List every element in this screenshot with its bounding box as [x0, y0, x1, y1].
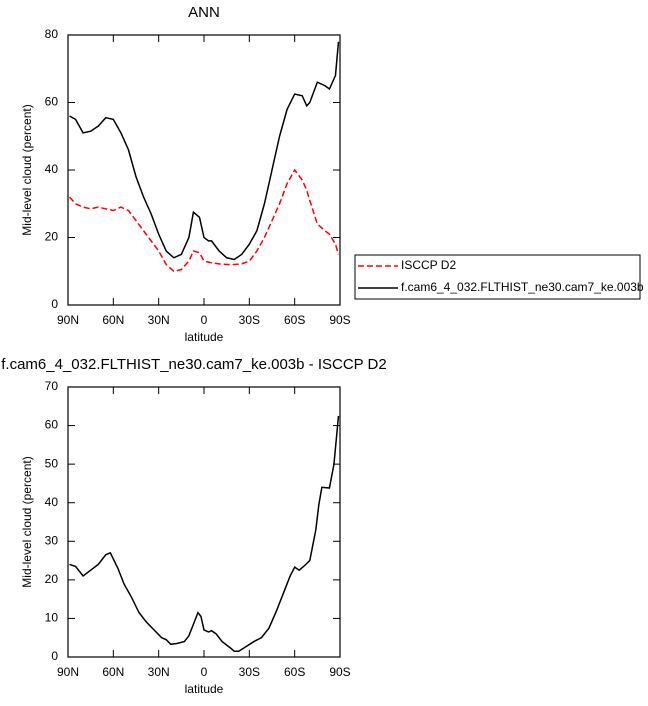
- legend-label: f.cam6_4_032.FLTHIST_ne30.cam7_ke.003b: [401, 280, 644, 294]
- y-tick-label: 50: [45, 456, 59, 470]
- x-tick-label: 90N: [57, 665, 79, 679]
- y-tick-label: 0: [51, 297, 58, 311]
- x-tick-label: 30N: [148, 665, 170, 679]
- y-tick-label: 20: [45, 230, 59, 244]
- x-tick-label: 60S: [284, 313, 305, 327]
- plot-frame: [67, 386, 341, 658]
- plot-frame: [67, 34, 341, 306]
- y-tick-label: 60: [45, 95, 59, 109]
- y-tick-label: 0: [51, 649, 58, 663]
- x-tick-label: 60N: [102, 665, 124, 679]
- x-tick-label: 30N: [148, 313, 170, 327]
- x-tick-label: 60N: [102, 313, 124, 327]
- chart-title: f.cam6_4_032.FLTHIST_ne30.cam7_ke.003b -…: [1, 356, 386, 373]
- data-line: [68, 168, 340, 273]
- data-line: [69, 415, 340, 652]
- chart-title: ANN: [188, 4, 220, 21]
- x-axis-label: latitude: [185, 682, 224, 696]
- y-tick-label: 40: [45, 162, 59, 176]
- x-tick-label: 60S: [284, 665, 305, 679]
- y-tick-label: 30: [45, 533, 59, 547]
- x-axis-label: latitude: [185, 330, 224, 344]
- y-tick-label: 40: [45, 495, 59, 509]
- legend-box: [354, 254, 641, 300]
- y-axis-label: Mid-level cloud (percent): [20, 104, 34, 235]
- x-tick-label: 90S: [329, 313, 350, 327]
- x-tick-label: 30S: [239, 665, 260, 679]
- x-tick-label: 30S: [239, 313, 260, 327]
- x-tick-label: 0: [201, 313, 208, 327]
- y-tick-label: 20: [45, 572, 59, 586]
- y-tick-label: 10: [45, 611, 59, 625]
- y-axis-label: Mid-level cloud (percent): [20, 456, 34, 587]
- x-tick-label: 90N: [57, 313, 79, 327]
- y-tick-label: 70: [45, 379, 59, 393]
- data-line: [69, 41, 340, 261]
- y-tick-label: 60: [45, 418, 59, 432]
- legend-label: ISCCP D2: [401, 258, 456, 272]
- x-tick-label: 0: [201, 665, 208, 679]
- y-tick-label: 80: [45, 27, 59, 41]
- x-tick-label: 90S: [329, 665, 350, 679]
